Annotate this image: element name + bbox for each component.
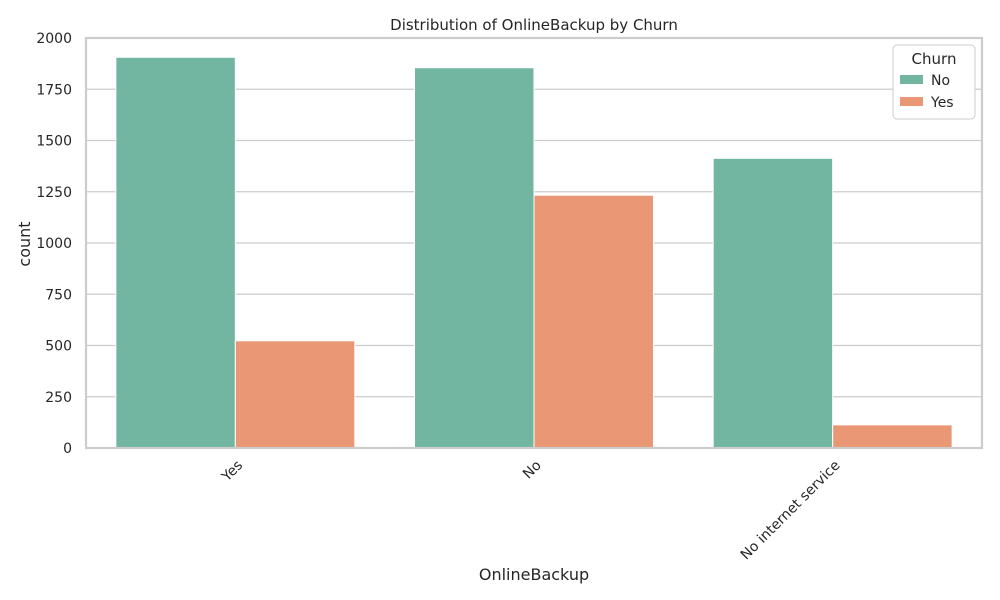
bar-no-2: [712, 157, 834, 449]
legend-label-yes: Yes: [930, 95, 954, 111]
legend-swatch-yes: [900, 97, 923, 106]
bar-no-1: [414, 67, 535, 449]
legend-swatch-no: [900, 75, 923, 84]
y-tick-label: 1000: [36, 236, 72, 252]
y-tick-label: 0: [63, 441, 72, 457]
bars: [115, 56, 953, 449]
y-tick-label: 750: [45, 287, 72, 303]
y-tick-label: 1250: [36, 185, 72, 201]
y-tick-label: 500: [45, 339, 72, 355]
chart-title: Distribution of OnlineBackup by Churn: [390, 16, 678, 34]
y-tick-label: 250: [45, 390, 72, 406]
bar-yes-1: [533, 194, 654, 449]
legend: Churn No Yes: [892, 44, 976, 120]
y-axis-label: count: [15, 221, 34, 266]
plot-frame: [84, 36, 984, 450]
bar-yes-2: [832, 424, 953, 449]
y-tick-label: 1500: [36, 134, 72, 150]
y-tick-label: 1750: [36, 82, 72, 98]
legend-label-no: No: [931, 73, 950, 89]
x-axis-label: OnlineBackup: [479, 565, 589, 584]
bar-no-0: [115, 56, 236, 449]
legend-title: Churn: [912, 50, 957, 68]
y-tick-label: 2000: [36, 31, 72, 47]
bar-yes-0: [234, 340, 356, 449]
